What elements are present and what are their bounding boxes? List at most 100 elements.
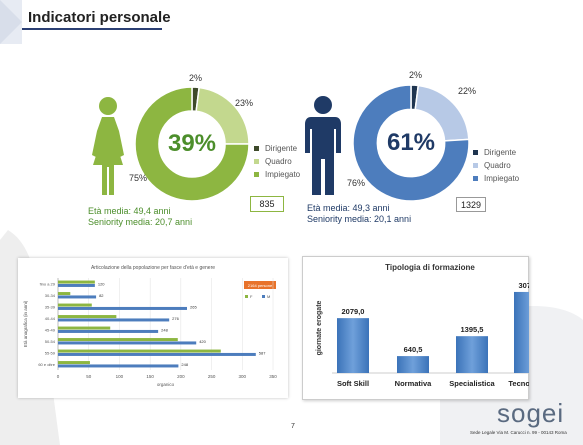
training-category-label: Tecnologica: [508, 379, 529, 388]
training-bar-tecnologica: [514, 291, 529, 373]
age-bar-f: [58, 303, 92, 307]
age-x-tick-label: 150: [146, 374, 154, 379]
age-total-label: 265: [190, 304, 197, 309]
age-y-axis-label: Età anagrafica (in anni): [23, 300, 28, 347]
women-stats: Età media: 49,4 anni Seniority media: 20…: [88, 206, 192, 228]
men-stats: Età media: 49,3 anni Seniority media: 20…: [307, 203, 411, 225]
age-bar-m: [58, 341, 197, 345]
age-bar-m: [58, 352, 256, 356]
women-count-box: 835: [250, 196, 284, 212]
legend-label: Impiegato: [484, 174, 520, 183]
age-chart-badge-text: 2164 persone: [248, 283, 273, 288]
men-label-quadro: 22%: [458, 86, 477, 96]
woman-icon: [92, 97, 124, 195]
legend-label: Impiegato: [265, 170, 301, 179]
women-label-quadro: 23%: [235, 98, 254, 108]
age-bar-m: [58, 295, 97, 299]
age-legend-swatch-f: [245, 295, 248, 298]
age-category-label: 60 e oltre: [38, 362, 55, 367]
age-bar-f: [58, 349, 221, 353]
age-bar-f: [58, 280, 95, 284]
age-x-tick-label: 350: [269, 374, 277, 379]
legend-label: Quadro: [484, 161, 511, 170]
age-total-label: 248: [181, 362, 188, 367]
age-category-label: 50-54: [45, 339, 56, 344]
training-category-label: Soft Skill: [337, 379, 369, 388]
men-label-impiegato: 76%: [347, 178, 366, 188]
legend-swatch-impiegato: [473, 176, 478, 181]
age-bar-m: [58, 283, 95, 287]
age-x-tick-label: 250: [208, 374, 216, 379]
training-category-label: Normativa: [395, 379, 433, 388]
training-value-label: 3071,5: [519, 281, 529, 290]
men-slice-impiegato: [352, 84, 470, 202]
women-label-impiegato: 75%: [129, 173, 148, 183]
age-total-label: 120: [98, 281, 105, 286]
age-legend-m: M: [267, 294, 270, 299]
age-x-tick-label: 50: [86, 374, 92, 379]
age-total-label: 248: [161, 327, 168, 332]
men-label-dirigente: 2%: [409, 70, 423, 80]
training-bar-specialistica: [456, 336, 488, 373]
training-value-label: 2079,0: [342, 307, 365, 316]
age-total-label: 276: [172, 316, 179, 321]
page-number: 7: [291, 423, 295, 430]
women-center-percentage: 39%: [167, 130, 217, 157]
age-total-label: 82: [99, 293, 104, 298]
training-value-label: 640,5: [404, 345, 423, 354]
age-legend-f: F: [250, 294, 253, 299]
women-age-stat: Età media: 49,4 anni: [88, 206, 171, 216]
age-x-tick-label: 100: [116, 374, 124, 379]
sogei-logo: sogei: [497, 398, 565, 428]
men-legend: Dirigente Quadro Impiegato: [473, 146, 519, 185]
training-value-label: 1395,5: [461, 325, 484, 334]
age-bar-f: [58, 292, 71, 296]
age-bar-f: [58, 338, 178, 342]
men-age-stat: Età media: 49,3 anni: [307, 203, 390, 213]
age-distribution-chart: Articolazione della popolazione per fasc…: [23, 265, 277, 387]
age-category-label: 55-59: [45, 350, 56, 355]
age-x-axis-label: organico: [157, 382, 175, 387]
legend-swatch-quadro: [254, 159, 259, 164]
age-category-label: 30-34: [45, 293, 56, 298]
training-bar-soft-skill: [337, 318, 369, 373]
legend-label: Dirigente: [265, 144, 298, 153]
women-seniority-stat: Seniority media: 20,7 anni: [88, 217, 193, 227]
age-total-label: 420: [199, 339, 206, 344]
age-chart-badge: [244, 281, 276, 289]
age-bar-m: [58, 329, 159, 333]
legend-swatch-quadro: [473, 163, 478, 168]
age-chart-title: Articolazione della popolazione per fasc…: [91, 265, 215, 271]
footer-address: Sede Legale Via M. Carucci n. 99 - 00143…: [470, 430, 567, 435]
men-donut-chart: [352, 84, 470, 202]
training-type-chart: Tipologia di formazione giornate erogate 2…: [316, 263, 529, 388]
women-label-dirigente: 2%: [189, 73, 203, 83]
man-icon: [305, 96, 341, 195]
age-category-label: fino a 29: [40, 281, 56, 286]
age-category-label: 45-49: [45, 327, 56, 332]
age-bar-m: [58, 364, 179, 368]
age-bar-f: [58, 361, 90, 365]
legend-swatch-dirigente: [254, 146, 259, 151]
men-count-box: 1329: [456, 197, 486, 212]
training-y-axis-label: giornate erogate: [316, 300, 323, 355]
age-x-tick-label: 0: [57, 374, 60, 379]
age-total-label: 587: [259, 350, 266, 355]
women-slice-impiegato: [134, 86, 250, 202]
training-bar-normativa: [397, 356, 429, 373]
age-bar-f: [58, 326, 111, 330]
age-category-label: 35-39: [45, 304, 56, 309]
women-legend: Dirigente Quadro Impiegato: [254, 142, 300, 181]
age-x-tick-label: 200: [177, 374, 185, 379]
men-seniority-stat: Seniority media: 20,1 anni: [307, 214, 412, 224]
training-chart-title: Tipologia di formazione: [385, 263, 475, 272]
age-category-label: 40-44: [45, 316, 56, 321]
men-center-percentage: 61%: [386, 129, 436, 156]
age-bar-f: [58, 315, 117, 319]
legend-label: Dirigente: [484, 148, 517, 157]
age-bar-m: [58, 306, 187, 310]
page-title: Indicatori personale: [28, 9, 171, 26]
age-x-tick-label: 300: [239, 374, 247, 379]
age-bar-m: [58, 318, 170, 322]
women-donut-chart: [134, 86, 250, 202]
